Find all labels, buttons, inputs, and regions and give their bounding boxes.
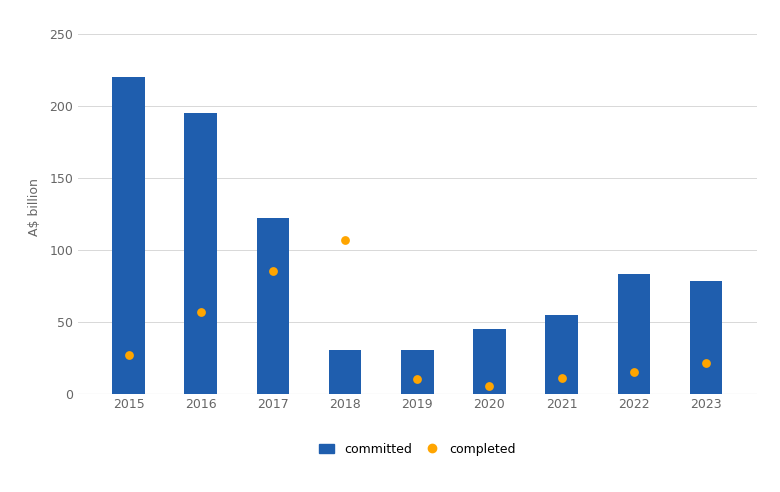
Bar [185, 113, 217, 394]
Bar [257, 218, 289, 394]
Bar [545, 314, 578, 394]
Point [194, 308, 207, 315]
Bar [473, 329, 505, 394]
Point [700, 360, 712, 368]
Y-axis label: A$ billion: A$ billion [28, 178, 41, 236]
Point [339, 236, 351, 244]
Bar [401, 350, 434, 394]
Bar [112, 77, 145, 394]
Bar [690, 281, 722, 394]
Point [628, 368, 640, 376]
Bar [329, 350, 361, 394]
Point [411, 375, 424, 383]
Bar [618, 274, 650, 394]
Point [555, 374, 568, 382]
Legend: committed, completed: committed, completed [313, 436, 522, 462]
Point [484, 382, 496, 390]
Point [122, 351, 135, 359]
Point [267, 268, 279, 276]
